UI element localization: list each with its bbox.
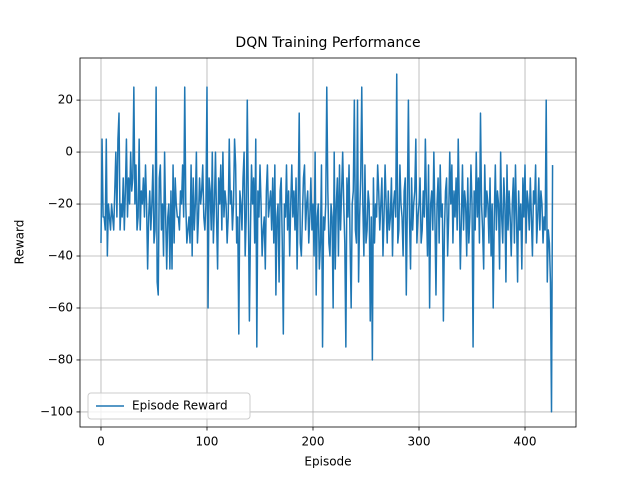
y-axis-label: Reward [13, 220, 27, 265]
y-tick-label: 0 [65, 145, 73, 159]
plot-frame [79, 57, 577, 428]
x-axis-label: Episode [304, 455, 351, 469]
y-tick-label: 20 [58, 93, 73, 107]
x-tick-label: 400 [514, 435, 537, 449]
x-tick-label: 200 [302, 435, 325, 449]
x-tick-label: 0 [97, 435, 105, 449]
x-tick-label: 100 [196, 435, 219, 449]
chart-title: DQN Training Performance [235, 35, 420, 51]
y-tick-label: −40 [48, 249, 73, 263]
legend-box [87, 392, 251, 420]
y-tick-label: −60 [48, 300, 73, 314]
legend: Episode Reward [87, 392, 251, 420]
y-tick-label: −80 [48, 352, 73, 366]
line-series [100, 73, 554, 413]
y-tick-label: −100 [40, 404, 73, 418]
legend-label: Episode Reward [132, 399, 228, 413]
y-tick-label: −20 [48, 197, 73, 211]
x-tick-label: 300 [408, 435, 431, 449]
